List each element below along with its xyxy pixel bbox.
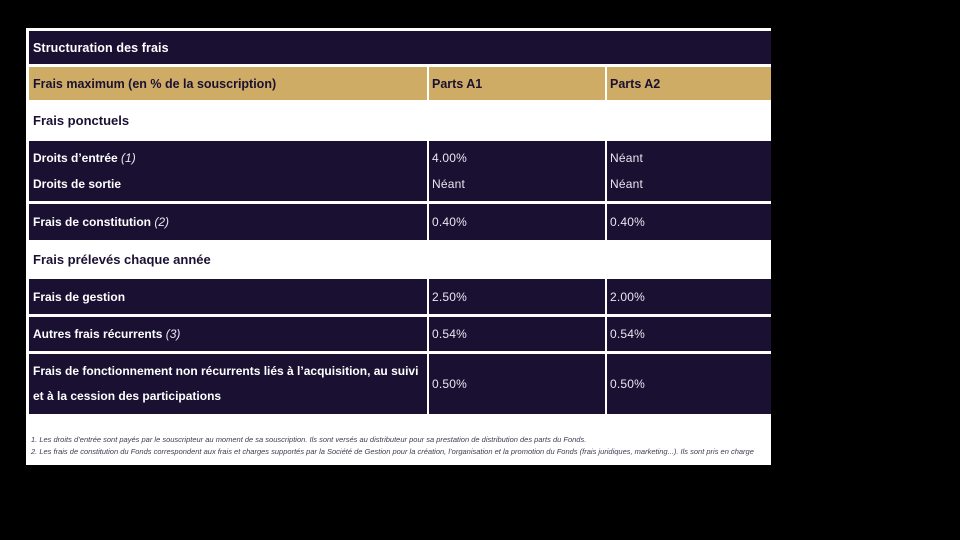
- fonctionnement-a1-cell: 0.50%: [429, 354, 605, 414]
- constitution-line: Frais de constitution (2): [33, 213, 427, 231]
- table-header-row: Frais maximum (en % de la souscription) …: [29, 67, 771, 100]
- section-ponctuels: Frais ponctuels: [29, 100, 771, 141]
- droits-a1-cell: 4.00% Néant: [429, 141, 605, 201]
- droits-line2: Droits de sortie: [33, 171, 427, 197]
- gestion-a2-cell: 2.00%: [607, 279, 771, 314]
- droits-sortie-label: Droits de sortie: [33, 177, 122, 191]
- recurrents-a1: 0.54%: [432, 327, 468, 341]
- table-row-fonctionnement: Frais de fonctionnement non récurrents l…: [29, 354, 771, 414]
- table-row-recurrents: Autres frais récurrents (3) 0.54% 0.54%: [29, 317, 771, 351]
- droits-entree-label: Droits d’entrée: [33, 151, 122, 165]
- recurrents-note: (3): [165, 327, 181, 341]
- gestion-a1: 2.50%: [432, 289, 468, 304]
- droits-a2-cell: Néant Néant: [607, 141, 771, 201]
- recurrents-a1-cell: 0.54%: [429, 317, 605, 351]
- fee-structure-card: Structuration des frais Frais maximum (e…: [26, 28, 771, 465]
- section-annuels-label: Frais prélevés chaque année: [33, 252, 211, 267]
- footnote-2: 2. Les frais de constitution du Fonds co…: [31, 446, 754, 456]
- constitution-label-cell: Frais de constitution (2): [29, 204, 427, 240]
- droits-a1-sortie: Néant: [432, 177, 466, 191]
- gestion-a2: 2.00%: [610, 289, 646, 304]
- footnotes: 1. Les droits d’entrée sont payés par le…: [29, 434, 771, 457]
- section-annuels: Frais prélevés chaque année: [29, 240, 771, 279]
- droits-entree-note: (1): [121, 151, 136, 165]
- droits-label-cell: Droits d’entrée (1) Droits de sortie: [29, 141, 427, 201]
- constitution-note: (2): [154, 215, 170, 229]
- header-cell-label: Frais maximum (en % de la souscription): [29, 67, 427, 100]
- table-title-cell: Structuration des frais: [29, 31, 771, 64]
- recurrents-a2-cell: 0.54%: [607, 317, 771, 351]
- fonctionnement-a2-cell: 0.50%: [607, 354, 771, 414]
- constitution-label: Frais de constitution: [33, 215, 155, 229]
- fonctionnement-label-cell: Frais de fonctionnement non récurrents l…: [29, 354, 427, 414]
- droits-a2-sortie: Néant: [610, 177, 644, 191]
- table-title-row: Structuration des frais: [29, 31, 771, 64]
- recurrents-label: Autres frais récurrents: [33, 327, 166, 341]
- header-parts-a2: Parts A2: [610, 76, 661, 91]
- recurrents-line: Autres frais récurrents (3): [33, 325, 427, 343]
- table-title: Structuration des frais: [33, 40, 169, 55]
- fonctionnement-a1: 0.50%: [432, 377, 468, 391]
- droits-line1: Droits d’entrée (1): [33, 145, 427, 171]
- gestion-a1-cell: 2.50%: [429, 279, 605, 314]
- constitution-a2-cell: 0.40%: [607, 204, 771, 240]
- constitution-a2: 0.40%: [610, 215, 646, 229]
- section-ponctuels-label: Frais ponctuels: [33, 113, 130, 128]
- constitution-a1: 0.40%: [432, 215, 468, 229]
- table-row-gestion: Frais de gestion 2.50% 2.00%: [29, 279, 771, 314]
- header-label: Frais maximum (en % de la souscription): [33, 76, 277, 91]
- recurrents-label-cell: Autres frais récurrents (3): [29, 317, 427, 351]
- fonctionnement-a2: 0.50%: [610, 377, 646, 391]
- gestion-label-cell: Frais de gestion: [29, 279, 427, 314]
- recurrents-a2: 0.54%: [610, 327, 646, 341]
- header-cell-parts-a1: Parts A1: [429, 67, 605, 100]
- fonctionnement-label: Frais de fonctionnement non récurrents l…: [33, 364, 419, 403]
- header-cell-parts-a2: Parts A2: [607, 67, 771, 100]
- footnote-1: 1. Les droits d’entrée sont payés par le…: [31, 435, 587, 444]
- table-row-constitution: Frais de constitution (2) 0.40% 0.40%: [29, 204, 771, 240]
- droits-a2-entree: Néant: [610, 151, 644, 165]
- header-parts-a1: Parts A1: [432, 76, 483, 91]
- constitution-a1-cell: 0.40%: [429, 204, 605, 240]
- droits-a1-entree: 4.00%: [432, 151, 468, 165]
- gestion-label: Frais de gestion: [33, 289, 126, 304]
- table-row-droits: Droits d’entrée (1) Droits de sortie 4.0…: [29, 141, 771, 201]
